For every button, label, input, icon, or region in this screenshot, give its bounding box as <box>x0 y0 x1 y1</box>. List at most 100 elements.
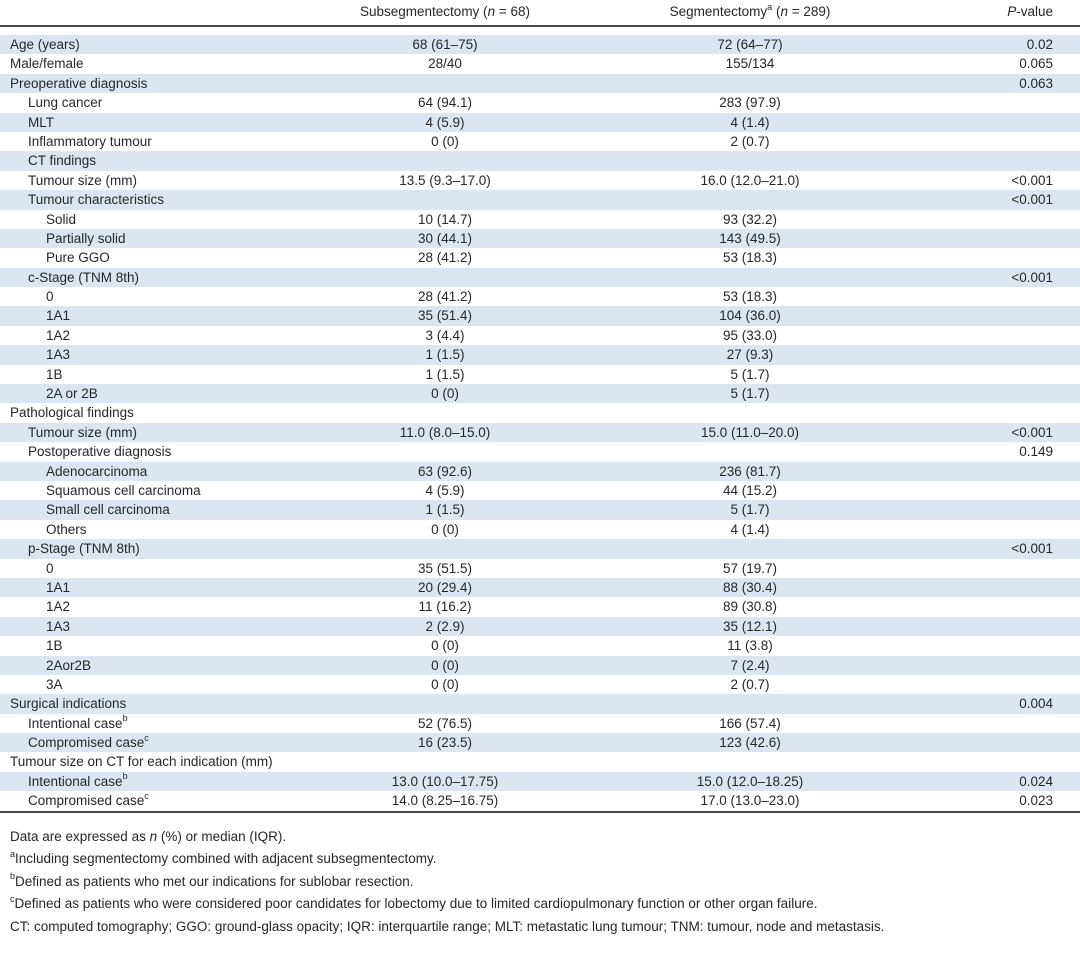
table-row: 1A1 35 (51.4) 104 (36.0) <box>0 306 1080 326</box>
header-italic-n: n <box>487 4 496 19</box>
header-text: -value <box>1016 4 1053 19</box>
p-value <box>910 675 1080 694</box>
segmentectomy-value <box>590 539 910 558</box>
header-text: = 68) <box>495 4 530 19</box>
row-label: c-Stage (TNM 8th) <box>28 269 140 285</box>
subsegmentectomy-value: 11.0 (8.0–15.0) <box>399 424 491 440</box>
segmentectomy-value: 155/134 <box>725 56 775 72</box>
subsegmentectomy-value: 35 (51.4) <box>417 308 473 324</box>
row-label: 0 <box>46 289 54 305</box>
footnote-marker-a: a <box>10 848 16 859</box>
subsegmentectomy-value: 30 (44.1) <box>417 230 473 246</box>
table-row: Tumour size (mm) 11.0 (8.0–15.0) 15.0 (11.… <box>0 422 1080 443</box>
row-label: Compromised casec <box>28 791 149 809</box>
column-header-p-value: P-value <box>910 4 1080 19</box>
p-value <box>910 520 1080 539</box>
table-row: Preoperative diagnosis 0.063 <box>0 73 1080 94</box>
subsegmentectomy-value: 63 (92.6) <box>417 463 473 479</box>
segmentectomy-value: 11 (3.8) <box>727 638 773 654</box>
table-row: Compromised casec 16 (23.5) 123 (42.6) <box>0 733 1080 753</box>
p-value: <0.001 <box>1011 192 1053 208</box>
p-value: <0.001 <box>1011 424 1053 440</box>
row-label: Partially solid <box>46 230 126 246</box>
footnote-marker-c: c <box>10 893 15 904</box>
subsegmentectomy-value <box>300 403 590 422</box>
subsegmentectomy-value: 4 (5.9) <box>425 114 465 130</box>
subsegmentectomy-value <box>300 752 590 771</box>
row-label: Small cell carcinoma <box>46 502 170 518</box>
subsegmentectomy-value: 0 (0) <box>431 386 459 402</box>
subsegmentectomy-value: 16 (23.5) <box>417 735 473 751</box>
header-text: = 289) <box>787 4 831 19</box>
table-row: 1A3 1 (1.5) 27 (9.3) <box>0 345 1080 365</box>
subsegmentectomy-value <box>300 151 590 170</box>
segmentectomy-value: 93 (32.2) <box>722 211 778 227</box>
segmentectomy-value <box>590 403 910 422</box>
p-value: 0.065 <box>1019 56 1053 72</box>
footnote-marker-c: c <box>144 733 149 743</box>
segmentectomy-value: 166 (57.4) <box>719 715 781 731</box>
row-label: CT findings <box>28 153 97 169</box>
segmentectomy-value: 57 (19.7) <box>722 560 778 576</box>
row-label: 1A2 <box>46 599 71 615</box>
table-row: 3A 0 (0) 2 (0.7) <box>0 675 1080 694</box>
segmentectomy-value: 2 (0.7) <box>730 676 770 692</box>
footnotes: Data are expressed as n (%) or median (I… <box>0 813 1080 939</box>
table-row: Tumour size on CT for each indication (m… <box>0 752 1080 771</box>
table-row: CT findings <box>0 151 1080 171</box>
p-value <box>910 500 1080 519</box>
row-label: Compromised casec <box>28 733 149 751</box>
subsegmentectomy-value: 1 (1.5) <box>425 502 465 518</box>
subsegmentectomy-value: 20 (29.4) <box>417 579 473 595</box>
row-label: Intentional caseb <box>28 771 128 789</box>
segmentectomy-value: 27 (9.3) <box>726 347 774 363</box>
subsegmentectomy-value <box>300 268 590 287</box>
subsegmentectomy-value: 35 (51.5) <box>417 560 473 576</box>
table-row: Lung cancer 64 (94.1) 283 (97.9) <box>0 93 1080 112</box>
row-label: 1A1 <box>46 308 71 324</box>
p-value <box>910 151 1080 170</box>
p-value <box>910 113 1080 132</box>
p-value <box>910 93 1080 112</box>
subsegmentectomy-value: 0 (0) <box>431 521 459 537</box>
table-row: 1B 0 (0) 11 (3.8) <box>0 636 1080 655</box>
segmentectomy-value: 53 (18.3) <box>722 289 778 305</box>
footnote-marker-b: b <box>122 771 128 782</box>
table-row: Tumour size (mm) 13.5 (9.3–17.0) 16.0 (12.… <box>0 171 1080 190</box>
segmentectomy-value: 44 (15.2) <box>722 482 778 498</box>
segmentectomy-value <box>590 442 910 461</box>
segmentectomy-value: 95 (33.0) <box>722 327 778 343</box>
p-value: 0.023 <box>1019 793 1053 809</box>
header-italic-p: P <box>1007 4 1017 19</box>
subsegmentectomy-value <box>300 442 590 461</box>
p-value <box>910 132 1080 151</box>
subsegmentectomy-value: 28 (41.2) <box>417 250 473 266</box>
row-label: Age (years) <box>10 37 80 52</box>
header-text: Subsegmentectomy ( <box>360 4 488 19</box>
subsegmentectomy-value: 28 (41.2) <box>417 289 473 305</box>
row-label: Intentional caseb <box>28 713 128 731</box>
p-value <box>910 481 1080 500</box>
subsegmentectomy-value: 0 (0) <box>431 676 459 692</box>
subsegmentectomy-value: 52 (76.5) <box>417 715 473 731</box>
subsegmentectomy-value: 13.5 (9.3–17.0) <box>399 172 491 188</box>
row-label: 1A3 <box>46 618 71 634</box>
footnote-marker-a: a <box>767 4 773 12</box>
p-value <box>910 365 1080 384</box>
table-row: Compromised casec 14.0 (8.25–16.75) 17.0 (… <box>0 791 1080 810</box>
row-label: Solid <box>46 211 77 227</box>
p-value: 0.024 <box>1019 773 1053 789</box>
p-value: <0.001 <box>1011 269 1053 285</box>
table-row: Others 0 (0) 4 (1.4) <box>0 520 1080 539</box>
p-value <box>910 345 1080 364</box>
segmentectomy-value <box>590 190 910 209</box>
p-value <box>910 384 1080 403</box>
row-label: p-Stage (TNM 8th) <box>28 541 140 557</box>
p-value <box>910 287 1080 306</box>
row-label: Preoperative diagnosis <box>10 75 148 91</box>
segmentectomy-value <box>590 151 910 170</box>
table-row: 2Aor2B 0 (0) 7 (2.4) <box>0 655 1080 675</box>
table-row: Squamous cell carcinoma 4 (5.9) 44 (15.2) <box>0 481 1080 500</box>
row-label: Lung cancer <box>28 95 103 111</box>
